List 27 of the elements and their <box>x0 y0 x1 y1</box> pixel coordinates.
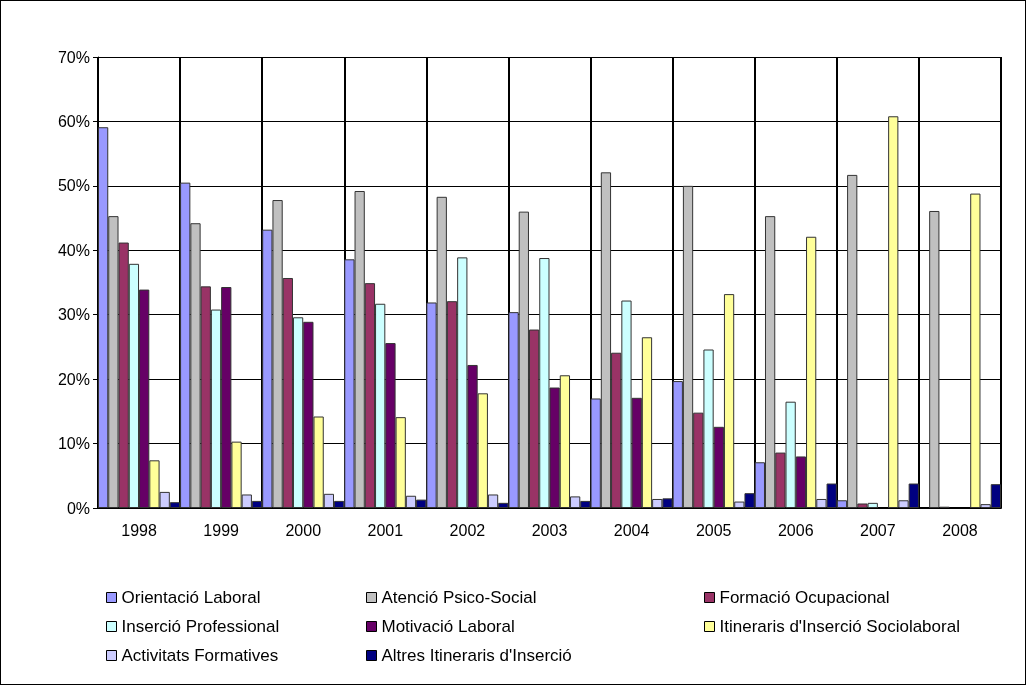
x-tick-label: 1999 <box>203 521 240 539</box>
y-tick-label: 60% <box>57 112 90 130</box>
legend-label: Formació Ocupacional <box>719 588 890 607</box>
x-tick-label: 2007 <box>860 521 896 539</box>
legend-label: Inserció Professional <box>121 617 280 636</box>
y-tick-label: 40% <box>57 241 90 259</box>
y-tick-label: 70% <box>57 48 90 66</box>
y-tick-label: 20% <box>57 370 90 388</box>
y-tick-label: 10% <box>57 435 90 453</box>
y-tick-label: 50% <box>57 177 90 195</box>
legend-label: Activitats Formatives <box>121 646 279 665</box>
x-tick-label: 2003 <box>531 521 568 539</box>
x-tick-label: 2002 <box>449 521 486 539</box>
x-tick-label: 2001 <box>367 521 404 539</box>
x-tick-label: 1998 <box>121 521 157 539</box>
y-tick-label: 30% <box>57 306 90 324</box>
legend-label: Orientació Laboral <box>121 588 261 607</box>
x-tick-label: 2008 <box>942 521 978 539</box>
x-tick-label: 2006 <box>777 521 814 539</box>
legend-label: Itineraris d'Inserció Sociolaboral <box>719 617 960 636</box>
x-tick-label: 2004 <box>613 521 650 539</box>
y-tick-label: 0% <box>66 499 90 517</box>
x-tick-label: 2005 <box>695 521 732 539</box>
legend-label: Motivació Laboral <box>381 617 515 636</box>
x-tick-label: 2000 <box>285 521 322 539</box>
legend-label: Altres Itineraris d'Inserció <box>381 646 572 665</box>
legend-label: Atenció Psico-Social <box>381 588 537 607</box>
